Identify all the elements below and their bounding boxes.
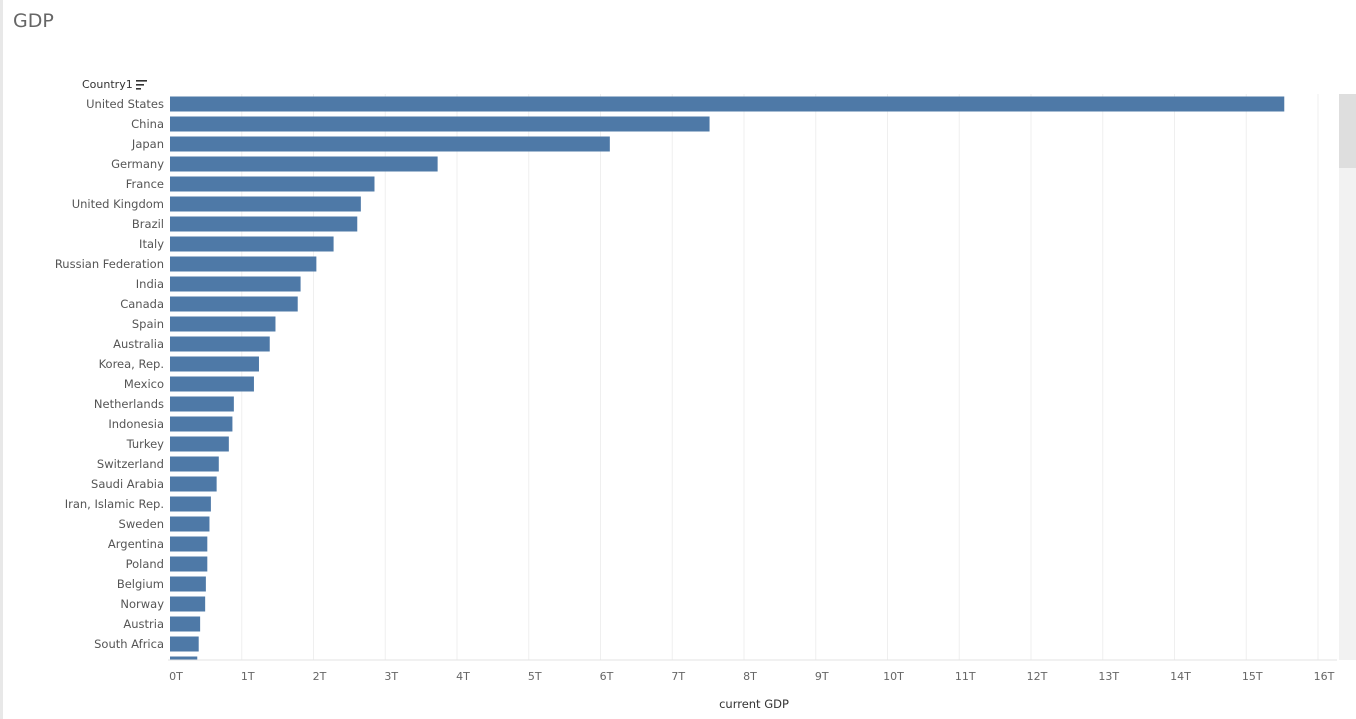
x-tick-label: 3T (384, 670, 398, 683)
bar[interactable] (170, 536, 208, 552)
category-label: Canada (120, 297, 164, 311)
category-label: Indonesia (108, 417, 164, 431)
category-label: Netherlands (94, 397, 164, 411)
category-label: Argentina (108, 537, 164, 551)
category-label: France (126, 177, 164, 191)
category-label: Korea, Rep. (99, 357, 164, 371)
sheet-title: GDP (13, 10, 54, 32)
category-label: South Africa (94, 637, 164, 651)
category-label: Germany (111, 157, 164, 171)
x-tick-label: 6T (600, 670, 614, 683)
x-tick-label: 0T (169, 670, 183, 683)
bar-chart: United States China Japan Germany France Unit… (55, 94, 1337, 711)
bar[interactable] (170, 296, 298, 312)
sort-descending-icon[interactable] (135, 79, 147, 90)
category-labels: United States China Japan Germany France Unit… (55, 97, 164, 651)
bar[interactable] (170, 556, 208, 572)
bar[interactable] (170, 276, 301, 292)
x-tick-label: 11T (955, 670, 976, 683)
bar[interactable] (170, 356, 259, 372)
x-axis-title: current GDP (719, 697, 789, 711)
bar[interactable] (170, 616, 201, 632)
scrollbar-thumb[interactable] (1339, 94, 1356, 168)
category-label: United States (86, 97, 164, 111)
bar[interactable] (170, 576, 206, 592)
category-label: India (136, 277, 164, 291)
category-label: Japan (131, 137, 164, 151)
bar-partial[interactable] (170, 656, 198, 661)
category-label: Switzerland (97, 457, 164, 471)
category-label: Brazil (132, 217, 164, 231)
category-label: Iran, Islamic Rep. (65, 497, 164, 511)
bar[interactable] (170, 116, 710, 132)
category-label: Sweden (119, 517, 164, 531)
bar[interactable] (170, 436, 229, 452)
x-tick-label: 10T (883, 670, 904, 683)
field-header[interactable]: Country1 (82, 78, 147, 91)
bar[interactable] (170, 96, 1285, 112)
category-label: Spain (132, 317, 164, 331)
x-tick-label: 15T (1242, 670, 1263, 683)
x-tick-label: 5T (528, 670, 542, 683)
bar[interactable] (170, 376, 254, 392)
x-tick-label: 13T (1098, 670, 1119, 683)
x-axis-ticks: 0T 1T 2T 3T 4T 5T 6T 7T 8T 9T 10T 11T 12T 13T 14T 15T 16… (169, 670, 1334, 683)
x-tick-label: 9T (815, 670, 829, 683)
bars (170, 96, 1285, 661)
category-label: Australia (113, 337, 164, 351)
bar[interactable] (170, 256, 317, 272)
category-label: Poland (126, 557, 164, 571)
gridlines (241, 94, 1319, 660)
bar[interactable] (170, 476, 217, 492)
bar[interactable] (170, 216, 358, 232)
category-label: Mexico (124, 377, 164, 391)
category-label: United Kingdom (72, 197, 164, 211)
x-tick-label: 8T (743, 670, 757, 683)
bar[interactable] (170, 636, 199, 652)
category-label: China (131, 117, 164, 131)
x-tick-label: 2T (313, 670, 327, 683)
bar[interactable] (170, 316, 276, 332)
bar[interactable] (170, 196, 361, 212)
vertical-scrollbar[interactable] (1339, 94, 1356, 660)
x-tick-label: 14T (1170, 670, 1191, 683)
bar[interactable] (170, 176, 375, 192)
category-label: Saudi Arabia (91, 477, 164, 491)
bar[interactable] (170, 416, 233, 432)
x-tick-label: 12T (1027, 670, 1048, 683)
category-label: Italy (139, 237, 164, 251)
category-label: Norway (120, 597, 164, 611)
bar[interactable] (170, 236, 334, 252)
bar[interactable] (170, 496, 211, 512)
x-tick-label: 4T (456, 670, 470, 683)
category-label: Austria (123, 617, 164, 631)
bar[interactable] (170, 336, 270, 352)
category-label: Turkey (126, 437, 165, 451)
bar[interactable] (170, 136, 610, 152)
bar[interactable] (170, 596, 206, 612)
bar[interactable] (170, 156, 438, 172)
bar[interactable] (170, 516, 210, 532)
x-tick-label: 1T (241, 670, 255, 683)
x-tick-label: 7T (671, 670, 685, 683)
bar[interactable] (170, 396, 234, 412)
category-label: Russian Federation (55, 257, 164, 271)
category-label: Belgium (117, 577, 164, 591)
bar[interactable] (170, 456, 219, 472)
x-tick-label: 16T (1314, 670, 1335, 683)
field-label: Country1 (82, 78, 133, 91)
